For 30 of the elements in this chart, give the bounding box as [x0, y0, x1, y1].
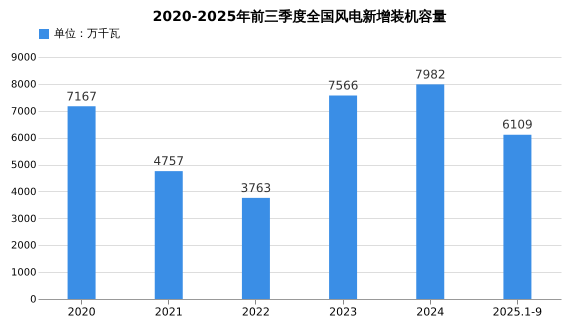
x-tick-label: 2021: [154, 306, 183, 318]
x-tick-label: 2022: [242, 306, 270, 318]
x-tick-label: 2020: [68, 306, 96, 318]
y-tick-label: 5000: [11, 160, 36, 172]
legend-label: 单位：万千瓦: [54, 27, 120, 40]
y-tick-label: 6000: [11, 133, 36, 144]
y-tick-label: 9000: [11, 52, 36, 64]
data-label: 6109: [502, 118, 533, 132]
bar: [503, 134, 532, 299]
bar: [329, 96, 358, 299]
x-tick-label: 2025.1-9: [492, 306, 542, 318]
bar: [154, 171, 183, 299]
data-label: 7167: [66, 89, 97, 104]
y-tick-label: 7000: [11, 106, 36, 118]
chart-title: 2020-2025年前三季度全国风电新增装机容量: [152, 8, 446, 25]
bar: [416, 84, 444, 299]
data-label: 4757: [153, 154, 184, 168]
y-tick-label: 3000: [11, 214, 36, 225]
y-tick-label: 0: [30, 294, 36, 306]
data-label: 7566: [328, 78, 358, 93]
y-tick-label: 4000: [11, 186, 36, 198]
bar: [242, 198, 270, 299]
y-tick-label: 1000: [11, 268, 36, 279]
y-tick-label: 2000: [11, 240, 36, 252]
y-tick-label: 8000: [11, 79, 36, 90]
data-label: 3763: [240, 180, 272, 195]
data-label: 7982: [414, 67, 446, 82]
x-tick-label: 2023: [329, 306, 358, 318]
x-tick-label: 2024: [416, 306, 444, 318]
bar: [68, 106, 96, 299]
